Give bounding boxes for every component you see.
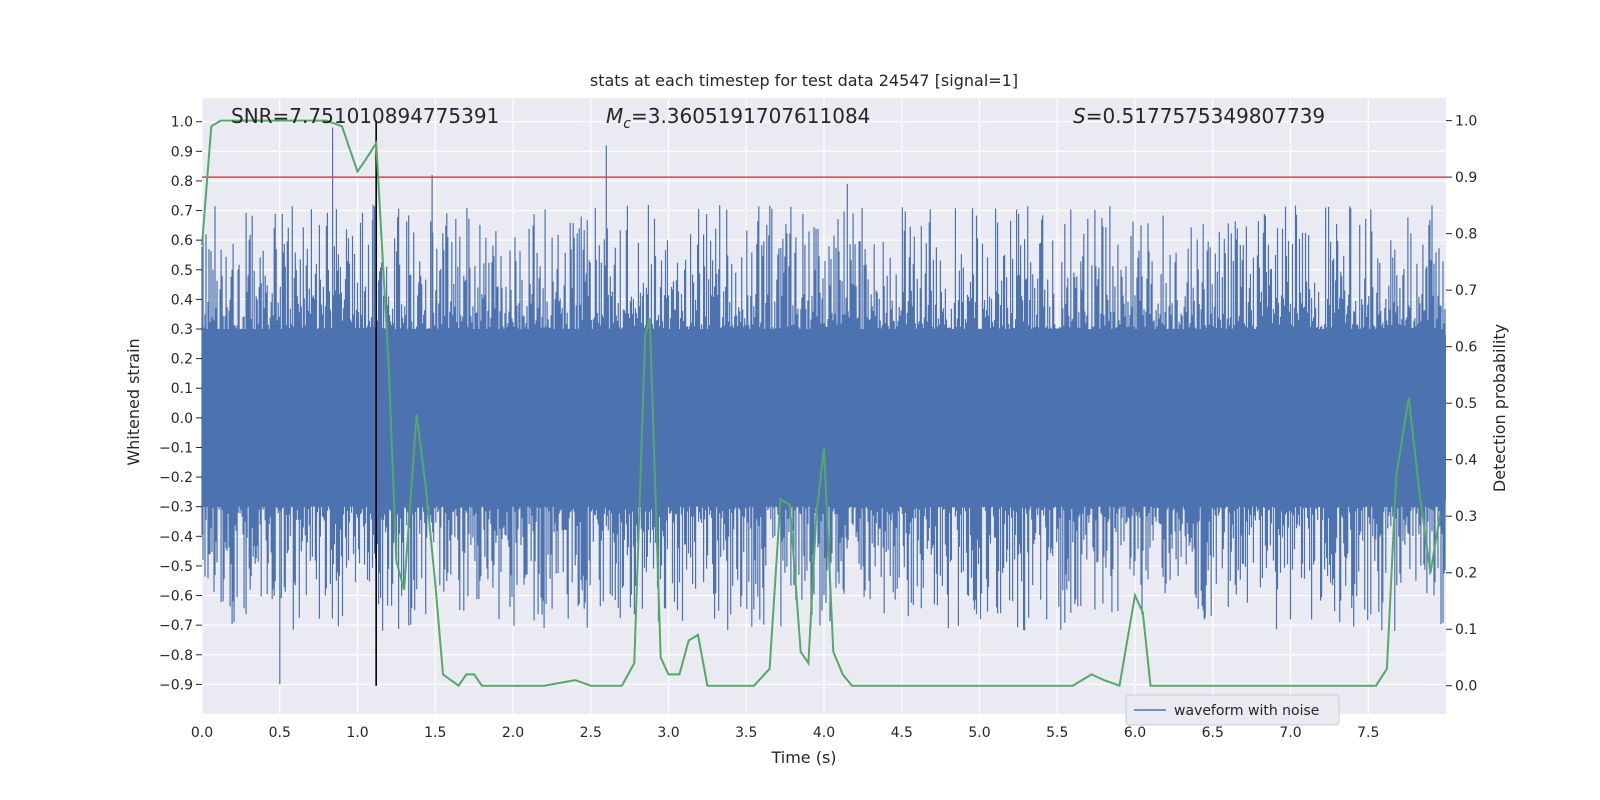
- detection-probability-line: [201, 119, 1441, 688]
- y-tick-label: 0.8: [171, 174, 193, 190]
- y2-tick-label: 0.0: [1455, 679, 1477, 695]
- y-tick-label: 0.3: [171, 322, 193, 338]
- y-tick-label: 0.2: [171, 352, 193, 368]
- mc-value: =3.3605191707611084: [631, 104, 870, 128]
- x-tick-label: 6.0: [1124, 725, 1146, 741]
- x-tick-label: 2.0: [502, 725, 524, 741]
- waveform-line: [201, 127, 1446, 685]
- chart-title: stats at each timestep for test data 245…: [590, 71, 1018, 90]
- y-tick-label: −0.4: [159, 529, 193, 545]
- y-tick-label: 0.5: [171, 263, 193, 279]
- chirp-mass-annotation: Mc=3.3605191707611084: [606, 104, 870, 132]
- y2-tick-label: 1.0: [1455, 114, 1477, 130]
- y2-tick-label: 0.4: [1455, 453, 1477, 469]
- x-tick-label: 7.5: [1357, 725, 1379, 741]
- x-tick-label: 5.5: [1046, 725, 1068, 741]
- legend-label: waveform with noise: [1174, 703, 1319, 719]
- y2-tick-label: 0.8: [1455, 227, 1477, 243]
- snr-annotation: SNR=7.751010894775391: [231, 104, 499, 128]
- y-tick-label: 0.9: [171, 144, 193, 160]
- x-tick-label: 6.5: [1202, 725, 1224, 741]
- y-tick-label: 0.0: [171, 411, 193, 427]
- y-tick-label: −0.6: [159, 589, 193, 605]
- y-tick-label: −0.3: [159, 500, 193, 516]
- y-axis-ticks: 1.0 0.9 0.8 0.7 0.6 0.5 0.4 0.3 0.2 0.1 0.0 −0.1 −0.…: [159, 115, 202, 693]
- y2-axis-title: Detection probability: [1490, 324, 1509, 492]
- x-tick-label: 7.0: [1279, 725, 1301, 741]
- y2-tick-label: 0.6: [1455, 340, 1477, 356]
- x-tick-label: 4.0: [813, 725, 835, 741]
- x-axis-ticks: 0.0 0.5 1.0 1.5 2.0 2.5 3.0 3.5 4.0 4.5 5.0 5.5 6.0 6…: [191, 725, 1380, 741]
- x-tick-label: 1.0: [346, 725, 368, 741]
- y-tick-label: 0.7: [171, 204, 193, 220]
- y2-tick-label: 0.9: [1455, 170, 1477, 186]
- y-tick-label: 0.6: [171, 233, 193, 249]
- x-tick-label: 3.5: [735, 725, 757, 741]
- mc-symbol: M: [606, 104, 623, 128]
- x-tick-label: 4.5: [891, 725, 913, 741]
- x-tick-label: 0.5: [269, 725, 291, 741]
- y-axis-title: Whitened strain: [124, 338, 143, 465]
- s-symbol: S: [1073, 104, 1086, 128]
- y2-tick-label: 0.3: [1455, 509, 1477, 525]
- mc-subscript: c: [623, 116, 631, 132]
- y-tick-label: −0.8: [159, 648, 193, 664]
- x-tick-label: 2.5: [580, 725, 602, 741]
- y-tick-label: −0.2: [159, 470, 193, 486]
- y2-axis-ticks: 1.0 0.9 0.8 0.7 0.6 0.5 0.4 0.3 0.2 0.1 0.0: [1446, 114, 1477, 695]
- s-value: =0.5177575349807739: [1086, 104, 1325, 128]
- y-tick-label: −0.9: [159, 677, 193, 693]
- y-tick-label: −0.5: [159, 559, 193, 575]
- plot-area: [201, 119, 1446, 688]
- y-tick-label: 0.1: [171, 381, 193, 397]
- y2-tick-label: 0.2: [1455, 566, 1477, 582]
- y2-tick-label: 0.1: [1455, 622, 1477, 638]
- x-axis-title: Time (s): [770, 748, 836, 767]
- y-tick-label: −0.1: [159, 440, 193, 456]
- y-tick-label: −0.7: [159, 618, 193, 634]
- x-tick-label: 0.0: [191, 725, 213, 741]
- y-tick-label: 1.0: [171, 115, 193, 131]
- legend: waveform with noise: [1125, 694, 1340, 726]
- y2-tick-label: 0.7: [1455, 283, 1477, 299]
- y-tick-label: 0.4: [171, 292, 193, 308]
- legend-box: [1125, 694, 1340, 726]
- x-tick-label: 3.0: [657, 725, 679, 741]
- x-tick-label: 1.5: [424, 725, 446, 741]
- y2-tick-label: 0.5: [1455, 396, 1477, 412]
- x-tick-label: 5.0: [968, 725, 990, 741]
- s-annotation: S=0.5177575349807739: [1073, 104, 1325, 128]
- waveform-series: [201, 127, 1446, 685]
